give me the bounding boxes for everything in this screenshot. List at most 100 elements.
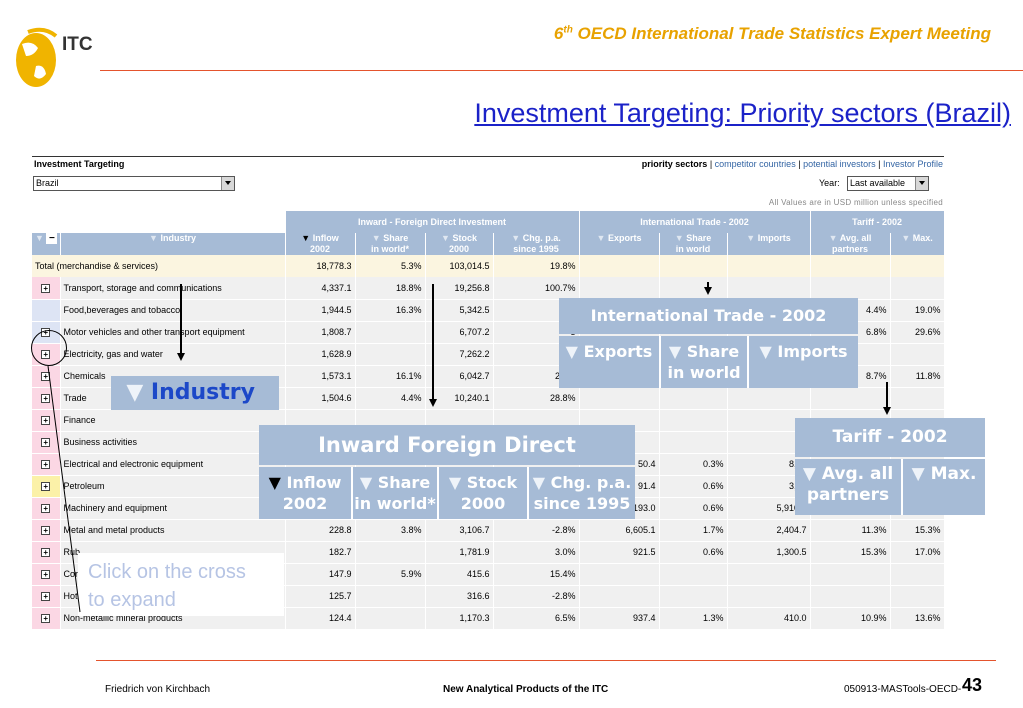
sector-label: Petroleum bbox=[60, 475, 286, 498]
plus-icon[interactable]: + bbox=[41, 614, 51, 623]
expand-cell[interactable]: + bbox=[32, 497, 61, 520]
zoom-tariff-title: Tariff - 2002 bbox=[795, 418, 985, 457]
sort-arrow-icon: ▼ bbox=[359, 473, 373, 492]
conference-title: 6th OECD International Trade Statistics … bbox=[553, 24, 991, 43]
arrow-line bbox=[180, 284, 182, 354]
cell-max bbox=[890, 585, 945, 608]
col-stock[interactable]: ▼ Stock 2000 bbox=[425, 233, 494, 255]
cell-max: 29.6% bbox=[890, 321, 945, 344]
expand-cell[interactable] bbox=[32, 299, 61, 322]
expand-cell[interactable]: + bbox=[32, 607, 61, 630]
arrow-head bbox=[177, 353, 185, 361]
plus-icon[interactable]: + bbox=[41, 416, 51, 425]
col-industry[interactable]: ▼ Industry bbox=[60, 233, 286, 255]
sector-label: Business activities bbox=[60, 431, 286, 454]
plus-icon[interactable]: + bbox=[41, 438, 51, 447]
col-max-tariff[interactable]: ▼ Max. bbox=[890, 233, 945, 255]
cell-stock: 6,042.7 bbox=[425, 365, 494, 388]
sort-arrow-icon: ▼ bbox=[149, 233, 158, 243]
sort-arrow-icon: ▼ bbox=[901, 233, 911, 243]
zoom-trade-columns: ▼ Exports ▼ Share in world ▼ Imports bbox=[559, 336, 858, 388]
cell-chg: 100.7% bbox=[493, 277, 580, 300]
cell-tshare bbox=[659, 431, 728, 454]
plus-icon[interactable]: + bbox=[41, 592, 51, 601]
plus-icon[interactable]: + bbox=[41, 570, 51, 579]
sort-arrow-icon: ▼ bbox=[301, 233, 311, 243]
cell-exports bbox=[579, 563, 660, 586]
expand-cell[interactable]: + bbox=[32, 475, 61, 498]
collapse-all-toggle[interactable]: ▼ − bbox=[32, 233, 61, 255]
sort-arrow-icon: ▼ bbox=[911, 464, 925, 484]
plus-icon[interactable]: + bbox=[41, 504, 51, 513]
expand-cell[interactable]: + bbox=[32, 365, 61, 388]
cell-max: 13.6% bbox=[890, 607, 945, 630]
zoom-tariff-avg: ▼ Avg. all partners bbox=[795, 459, 901, 515]
arrow-head bbox=[883, 407, 891, 415]
cell-imports bbox=[727, 585, 811, 608]
col-chg[interactable]: ▼ Chg. p.a. since 1995 bbox=[493, 233, 580, 255]
footer-code: 050913-MASTools-OECD- bbox=[844, 684, 962, 695]
chevron-down-icon[interactable] bbox=[221, 177, 234, 190]
expand-cell[interactable]: + bbox=[32, 519, 61, 542]
expand-cell[interactable]: + bbox=[32, 431, 61, 454]
plus-icon[interactable]: + bbox=[41, 394, 51, 403]
nav-priority-sectors[interactable]: priority sectors bbox=[641, 159, 708, 169]
cell-chg: -2.8% bbox=[493, 519, 580, 542]
group-tariff: Tariff - 2002 bbox=[810, 211, 945, 233]
cell-stock: 6,707.2 bbox=[425, 321, 494, 344]
col-trade-share[interactable]: ▼ Share in world bbox=[659, 233, 728, 255]
plus-icon[interactable]: + bbox=[41, 460, 51, 469]
expand-cell[interactable]: + bbox=[32, 453, 61, 476]
expand-cell[interactable]: + bbox=[32, 277, 61, 300]
col-imports[interactable]: ▼ Imports bbox=[727, 233, 811, 255]
plus-icon[interactable]: + bbox=[41, 482, 51, 491]
year-label: Year: bbox=[819, 178, 840, 188]
cell-share: 5.9% bbox=[355, 563, 426, 586]
plus-icon[interactable]: + bbox=[41, 548, 51, 557]
nav-investor-profile[interactable]: Investor Profile bbox=[882, 159, 943, 169]
cell-max bbox=[890, 563, 945, 586]
cell-avg bbox=[810, 585, 891, 608]
chevron-down-icon[interactable] bbox=[915, 177, 928, 190]
cell-avg: 10.9% bbox=[810, 607, 891, 630]
expand-cell[interactable]: + bbox=[32, 541, 61, 564]
cell-chg: 3.0% bbox=[493, 541, 580, 564]
header-divider bbox=[100, 70, 1023, 71]
col-share[interactable]: ▼ Share in world* bbox=[355, 233, 426, 255]
sort-arrow-icon: ▼ bbox=[126, 380, 144, 405]
sort-arrow-icon: ▼ bbox=[759, 342, 772, 361]
highlight-circle bbox=[31, 330, 67, 366]
country-value: Brazil bbox=[36, 178, 59, 188]
cell-stock: 10,240.1 bbox=[425, 387, 494, 410]
arrow-head bbox=[429, 399, 437, 407]
itc-logo: ITC bbox=[14, 22, 96, 94]
col-inflow[interactable]: ▼ Inflow 2002 bbox=[285, 233, 356, 255]
sort-arrow-icon: ▼ bbox=[802, 464, 816, 484]
zoom-fdi-columns: ▼ Inflow 2002 ▼ Share in world* ▼ Stock 200… bbox=[259, 467, 635, 519]
sort-arrow-icon: ▼ bbox=[746, 233, 756, 243]
col-exports[interactable]: ▼ Exports bbox=[579, 233, 660, 255]
cell-share: 18.8% bbox=[355, 277, 426, 300]
cell-stock: 316.6 bbox=[425, 585, 494, 608]
total-chg: 19.8% bbox=[493, 255, 580, 277]
zoom-tariff-max: ▼ Max. bbox=[903, 459, 985, 515]
year-select[interactable]: Last available bbox=[847, 176, 929, 191]
sort-arrow-icon: ▼ bbox=[828, 233, 838, 243]
nav-potential-investors[interactable]: potential investors bbox=[803, 159, 876, 169]
sort-arrow-icon: ▼ bbox=[596, 233, 606, 243]
expand-cell[interactable]: + bbox=[32, 409, 61, 432]
expand-cell[interactable]: + bbox=[32, 585, 61, 608]
section-nav: priority sectors | competitor countries … bbox=[641, 159, 943, 169]
zoom-tariff-columns: ▼ Avg. all partners ▼ Max. bbox=[795, 459, 985, 515]
col-avg-tariff[interactable]: ▼ Avg. all partners bbox=[810, 233, 891, 255]
expand-hint: Click on the cross to expand bbox=[78, 553, 284, 616]
expand-cell[interactable]: + bbox=[32, 563, 61, 586]
total-share: 5.3% bbox=[355, 255, 426, 277]
cell-share: 16.1% bbox=[355, 365, 426, 388]
cell-share bbox=[355, 321, 426, 344]
country-select[interactable]: Brazil bbox=[33, 176, 235, 191]
plus-icon[interactable]: + bbox=[41, 283, 51, 293]
cell-tshare: 0.6% bbox=[659, 497, 728, 520]
plus-icon[interactable]: + bbox=[41, 526, 51, 535]
nav-competitor-countries[interactable]: competitor countries bbox=[714, 159, 796, 169]
